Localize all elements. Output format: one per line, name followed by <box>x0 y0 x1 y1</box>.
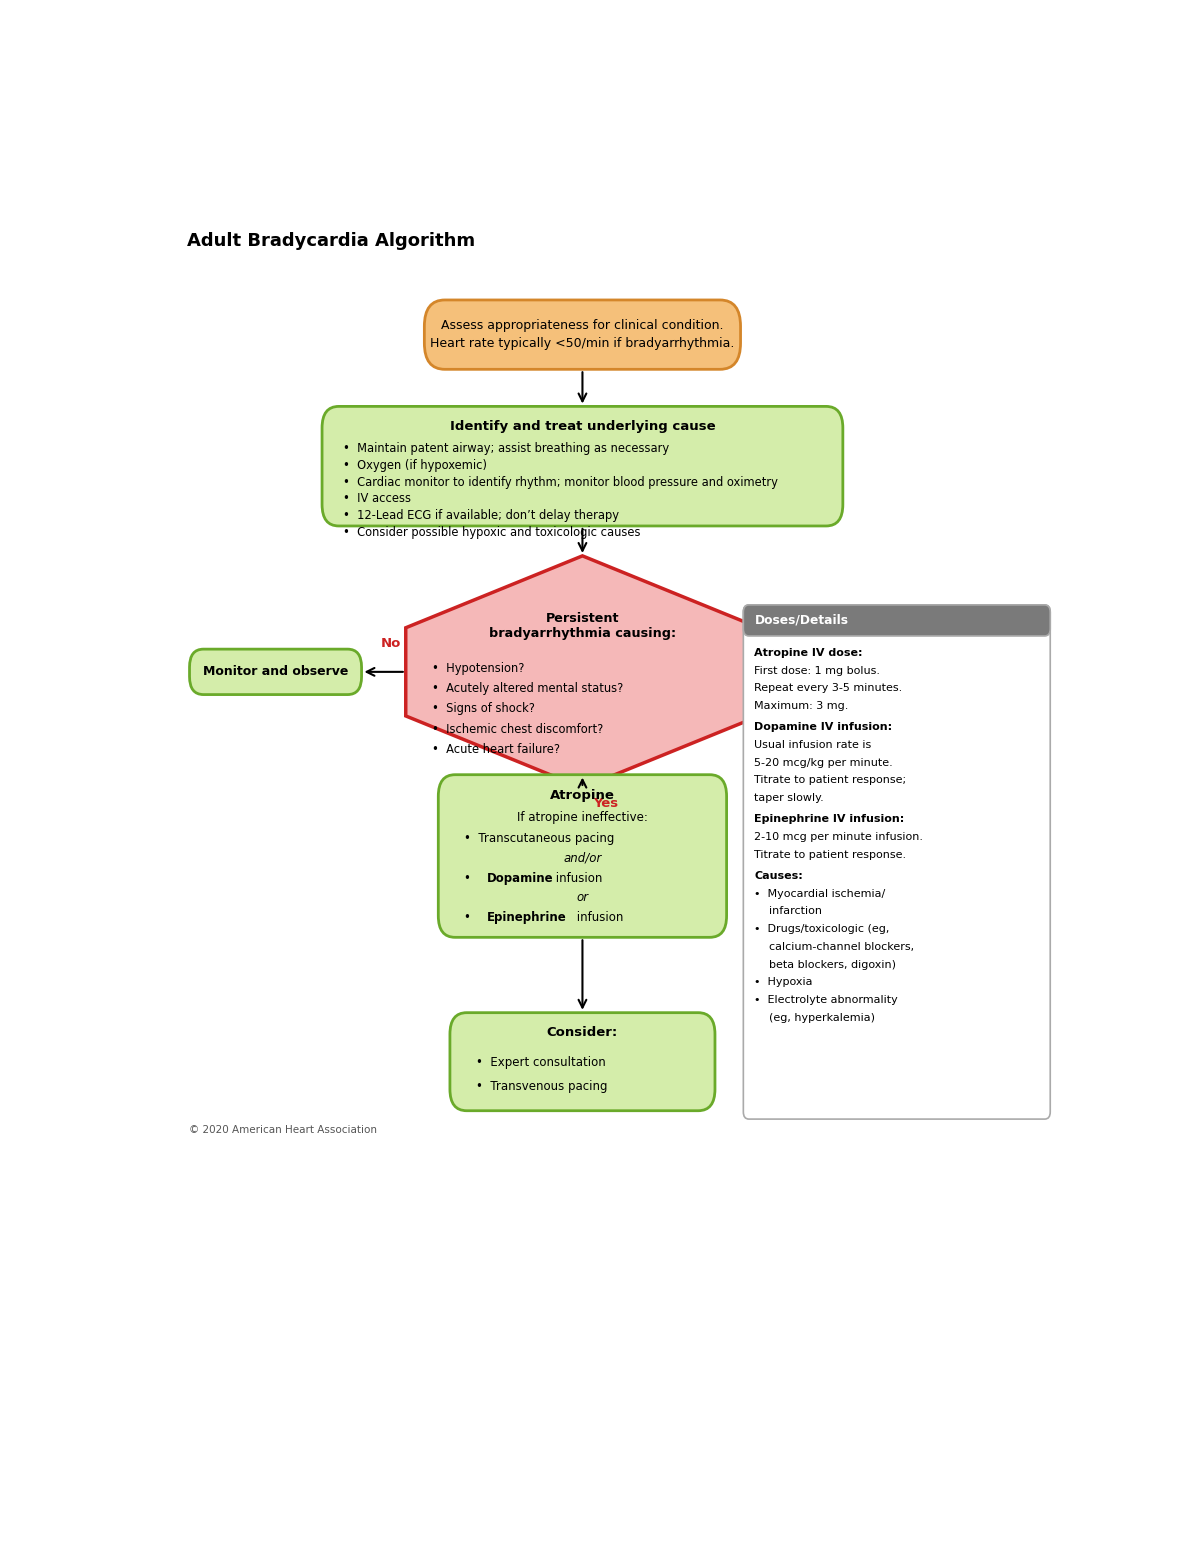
Text: infarction: infarction <box>769 907 822 916</box>
Text: or: or <box>576 891 588 904</box>
FancyBboxPatch shape <box>425 300 740 370</box>
Text: Titrate to patient response;: Titrate to patient response; <box>755 775 907 786</box>
Text: and/or: and/or <box>563 851 601 863</box>
FancyBboxPatch shape <box>450 1013 715 1110</box>
FancyBboxPatch shape <box>438 775 727 938</box>
FancyBboxPatch shape <box>322 407 842 526</box>
Text: •  Consider possible hypoxic and toxicologic causes: • Consider possible hypoxic and toxicolo… <box>342 526 640 539</box>
Polygon shape <box>406 556 760 787</box>
Text: •: • <box>464 912 479 924</box>
Text: Identify and treat underlying cause: Identify and treat underlying cause <box>450 419 715 433</box>
Text: Doses/Details: Doses/Details <box>755 613 848 627</box>
Text: •  Transvenous pacing: • Transvenous pacing <box>476 1079 607 1093</box>
FancyBboxPatch shape <box>743 604 1050 1120</box>
Text: Atropine: Atropine <box>550 789 614 801</box>
Text: Dopamine IV infusion:: Dopamine IV infusion: <box>755 722 893 733</box>
Text: •  Myocardial ischemia/: • Myocardial ischemia/ <box>755 888 886 899</box>
Text: •  Acute heart failure?: • Acute heart failure? <box>432 742 559 756</box>
Text: taper slowly.: taper slowly. <box>755 794 824 803</box>
Text: Monitor and observe: Monitor and observe <box>203 665 348 679</box>
Text: •  Electrolyte abnormality: • Electrolyte abnormality <box>755 995 899 1005</box>
Text: © 2020 American Heart Association: © 2020 American Heart Association <box>190 1124 377 1135</box>
Text: Maximum: 3 mg.: Maximum: 3 mg. <box>755 700 848 711</box>
Text: Assess appropriateness for clinical condition.
Heart rate typically <50/min if b: Assess appropriateness for clinical cond… <box>431 318 734 349</box>
Text: Repeat every 3-5 minutes.: Repeat every 3-5 minutes. <box>755 683 902 693</box>
Text: Yes: Yes <box>594 797 619 811</box>
Text: •  12-Lead ECG if available; don’t delay therapy: • 12-Lead ECG if available; don’t delay … <box>342 509 618 522</box>
Text: Causes:: Causes: <box>755 871 803 881</box>
Text: •  Oxygen (if hypoxemic): • Oxygen (if hypoxemic) <box>342 460 486 472</box>
Text: •  Transcutaneous pacing: • Transcutaneous pacing <box>464 832 614 845</box>
Text: •  Signs of shock?: • Signs of shock? <box>432 702 535 716</box>
Text: If atropine ineffective:: If atropine ineffective: <box>517 811 648 823</box>
Text: Usual infusion rate is: Usual infusion rate is <box>755 741 871 750</box>
Text: First dose: 1 mg bolus.: First dose: 1 mg bolus. <box>755 666 881 676</box>
Text: 5-20 mcg/kg per minute.: 5-20 mcg/kg per minute. <box>755 758 893 767</box>
Text: •  Cardiac monitor to identify rhythm; monitor blood pressure and oximetry: • Cardiac monitor to identify rhythm; mo… <box>342 475 778 489</box>
Text: (eg, hyperkalemia): (eg, hyperkalemia) <box>769 1013 875 1023</box>
Text: Epinephrine IV infusion:: Epinephrine IV infusion: <box>755 814 905 825</box>
Text: calcium-channel blockers,: calcium-channel blockers, <box>769 941 914 952</box>
Text: No: No <box>380 637 401 651</box>
Text: 2-10 mcg per minute infusion.: 2-10 mcg per minute infusion. <box>755 832 924 842</box>
Text: infusion: infusion <box>574 912 624 924</box>
Text: Atropine IV dose:: Atropine IV dose: <box>755 648 863 658</box>
Text: Persistent
bradyarrhythmia causing:: Persistent bradyarrhythmia causing: <box>488 612 676 640</box>
Text: •  Hypotension?: • Hypotension? <box>432 662 524 674</box>
Text: •  IV access: • IV access <box>342 492 410 505</box>
Text: •  Hypoxia: • Hypoxia <box>755 977 814 988</box>
Text: •  Maintain patent airway; assist breathing as necessary: • Maintain patent airway; assist breathi… <box>342 443 668 455</box>
Text: •: • <box>464 871 479 885</box>
FancyBboxPatch shape <box>190 649 361 694</box>
Text: Epinephrine: Epinephrine <box>487 912 566 924</box>
Text: •  Expert consultation: • Expert consultation <box>476 1056 606 1068</box>
Text: beta blockers, digoxin): beta blockers, digoxin) <box>769 960 896 969</box>
Text: Consider:: Consider: <box>547 1027 618 1039</box>
Text: •  Acutely altered mental status?: • Acutely altered mental status? <box>432 682 623 696</box>
FancyBboxPatch shape <box>743 604 1050 637</box>
Text: Adult Bradycardia Algorithm: Adult Bradycardia Algorithm <box>187 231 475 250</box>
Text: Titrate to patient response.: Titrate to patient response. <box>755 849 907 860</box>
Text: •  Drugs/toxicologic (eg,: • Drugs/toxicologic (eg, <box>755 924 890 935</box>
Text: infusion: infusion <box>552 871 602 885</box>
Text: •  Ischemic chest discomfort?: • Ischemic chest discomfort? <box>432 722 604 736</box>
Text: Dopamine: Dopamine <box>487 871 553 885</box>
